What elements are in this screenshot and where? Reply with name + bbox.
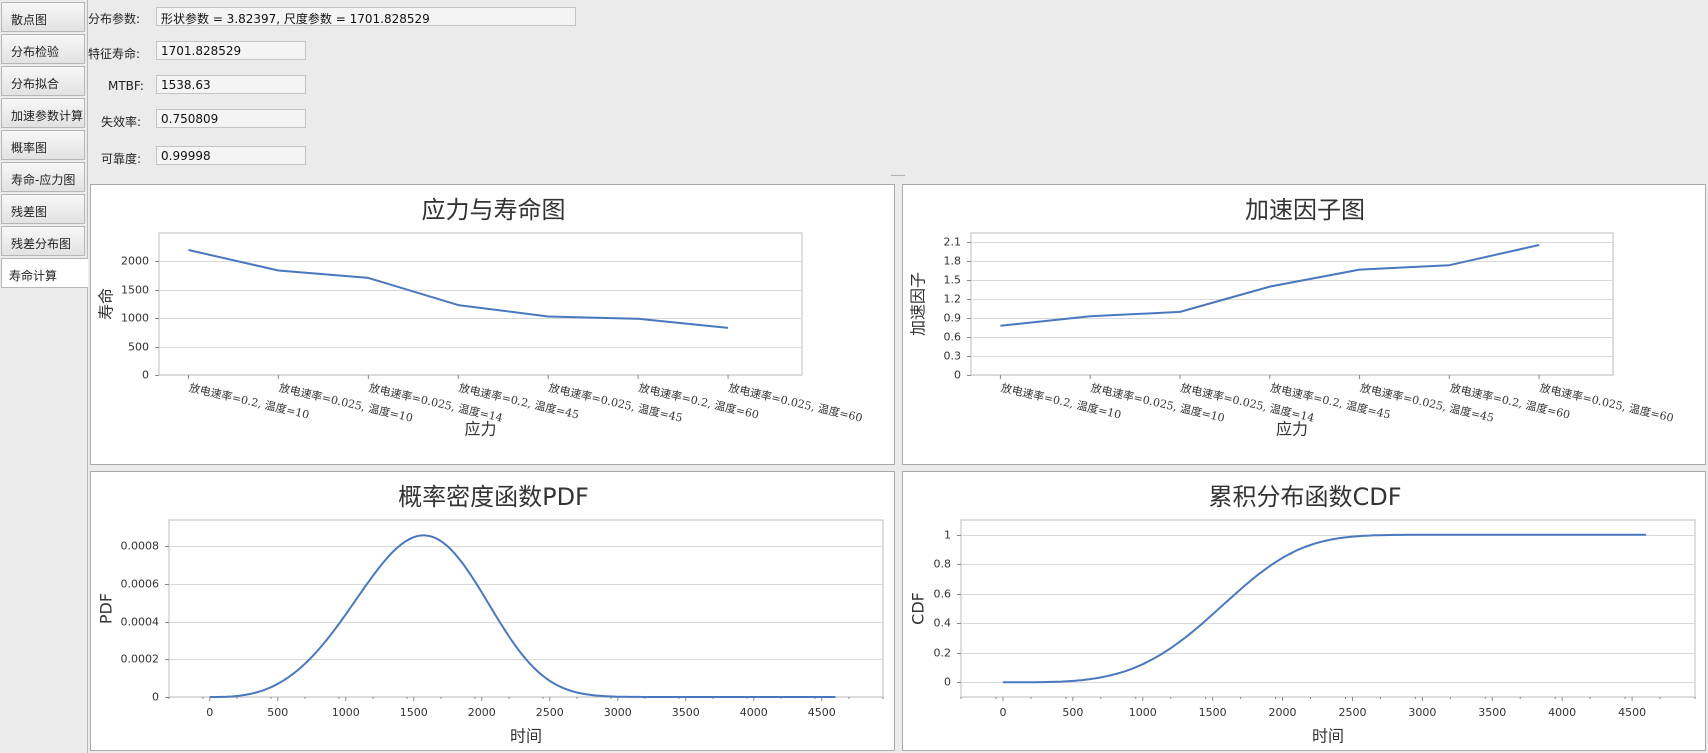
tab-life-stress-plot[interactable]: 寿命-应力图 <box>1 162 85 192</box>
x-axis-label: 时间 <box>510 727 542 746</box>
y-tick-label: 2.1 <box>944 236 962 249</box>
characteristic-life-label: 特征寿命: <box>88 47 141 61</box>
tab-residual-plot[interactable]: 残差图 <box>1 194 85 224</box>
pdf-chart: 概率密度函数PDF 0 0.0002 0.0004 0.0006 0.0008 0 500 10… <box>97 483 884 746</box>
x-tick-label: 4500 <box>808 706 836 719</box>
y-tick-label: 1 <box>944 529 951 542</box>
y-tick-label: 0.0004 <box>121 616 160 629</box>
y-tick-label: 1.2 <box>944 293 962 306</box>
x-tick-label: 1500 <box>1199 706 1227 719</box>
splitter-grip[interactable] <box>891 174 905 177</box>
y-axis-label: PDF <box>97 593 116 624</box>
x-tick-label: 1000 <box>332 706 360 719</box>
stress-life-chart-panel: 应力与寿命图 0 500 1000 1500 2000 放电速率=0.2, 温度=10 放电速… <box>90 184 895 465</box>
x-tick-label: 2000 <box>468 706 496 719</box>
distribution-params-field[interactable]: 形状参数 = 3.82397, 尺度参数 = 1701.828529 <box>156 7 576 26</box>
tab-scatter-plot[interactable]: 散点图 <box>1 2 85 32</box>
mtbf-label: MTBF: <box>108 79 144 93</box>
x-tick-label: 500 <box>1062 706 1083 719</box>
x-tick-label: 0 <box>206 706 213 719</box>
chart-title: 概率密度函数PDF <box>398 483 589 511</box>
pdf-chart-panel: 概率密度函数PDF 0 0.0002 0.0004 0.0006 0.0008 0 500 10… <box>90 471 895 751</box>
x-tick-label: 4500 <box>1618 706 1646 719</box>
x-axis-label: 时间 <box>1312 727 1344 746</box>
reliability-field[interactable]: 0.99998 <box>156 146 306 165</box>
chart-title: 加速因子图 <box>1245 196 1365 224</box>
x-tick-label: 2500 <box>1338 706 1366 719</box>
chart-title: 累积分布函数CDF <box>1208 483 1401 511</box>
x-tick-label: 3500 <box>672 706 700 719</box>
plot-area <box>168 519 884 698</box>
y-tick-label: 1000 <box>121 312 149 325</box>
series-line <box>1002 533 1647 684</box>
distribution-params-label: 分布参数: <box>88 12 141 26</box>
y-tick-label: 1.8 <box>944 255 962 268</box>
y-tick-label: 0 <box>152 691 159 704</box>
y-tick-label: 0.8 <box>934 558 952 571</box>
x-tick-label: 3000 <box>604 706 632 719</box>
chart-title: 应力与寿命图 <box>422 196 566 224</box>
series-line <box>209 534 836 698</box>
y-axis-label: 寿命 <box>97 288 116 320</box>
acceleration-factor-chart-panel: 加速因子图 0 0.3 0.6 0.9 1.2 1.5 1.8 2.1 放电速率=0.2, 温度=… <box>902 184 1706 465</box>
y-tick-label: 1500 <box>121 284 149 297</box>
y-tick-label: 1.5 <box>944 274 962 287</box>
tab-acceleration-params[interactable]: 加速参数计算 <box>1 98 85 128</box>
series-line <box>1000 244 1540 327</box>
x-tick-label: 3500 <box>1478 706 1506 719</box>
cdf-chart-panel: 累积分布函数CDF 0 0.2 0.4 0.6 0.8 1 0 500 1000 1500 2000 2… <box>902 471 1706 751</box>
tab-probability-plot[interactable]: 概率图 <box>1 130 85 160</box>
x-tick-label: 2500 <box>536 706 564 719</box>
y-tick-label: 0.4 <box>934 617 952 630</box>
x-tick-label: 4000 <box>1548 706 1576 719</box>
reliability-label: 可靠度: <box>101 152 142 166</box>
x-tick-label: 2000 <box>1269 706 1297 719</box>
y-tick-label: 0 <box>954 369 961 382</box>
y-tick-label: 0.9 <box>944 312 962 325</box>
tab-distribution-fit[interactable]: 分布拟合 <box>1 66 85 96</box>
plot-area <box>970 232 1614 376</box>
cdf-chart: 累积分布函数CDF 0 0.2 0.4 0.6 0.8 1 0 500 1000 1500 2000 2… <box>909 483 1696 746</box>
failure-rate-label: 失效率: <box>101 115 142 129</box>
y-axis-label: CDF <box>909 592 928 625</box>
x-tick-label: 0 <box>999 706 1006 719</box>
failure-rate-field[interactable]: 0.750809 <box>156 109 306 128</box>
y-tick-label: 0.6 <box>934 588 952 601</box>
y-tick-label: 0.3 <box>944 350 962 363</box>
y-axis-label: 加速因子 <box>909 272 928 336</box>
sidebar-tabs: 散点图 分布检验 分布拟合 加速参数计算 概率图 寿命-应力图 残差图 残差分布… <box>0 0 88 753</box>
y-tick-label: 0.6 <box>944 331 962 344</box>
y-tick-label: 0 <box>142 369 149 382</box>
y-tick-label: 0.0006 <box>121 578 160 591</box>
characteristic-life-field[interactable]: 1701.828529 <box>156 41 306 60</box>
x-axis-label: 应力 <box>1276 420 1308 439</box>
x-tick-label: 500 <box>267 706 288 719</box>
y-tick-label: 2000 <box>121 255 149 268</box>
y-tick-label: 0.0002 <box>121 653 160 666</box>
y-tick-label: 0.2 <box>934 647 952 660</box>
plot-area <box>158 232 803 376</box>
x-tick-label: 1000 <box>1129 706 1157 719</box>
series-line <box>188 249 729 329</box>
y-tick-label: 0.0008 <box>121 540 160 553</box>
y-tick-label: 500 <box>128 341 149 354</box>
x-axis-label: 应力 <box>464 420 496 439</box>
x-tick-label: 3000 <box>1408 706 1436 719</box>
x-tick-label: 1500 <box>400 706 428 719</box>
y-tick-label: 0 <box>944 676 951 689</box>
mtbf-field[interactable]: 1538.63 <box>156 75 306 94</box>
tab-life-calculation[interactable]: 寿命计算 <box>1 258 88 288</box>
plot-area <box>960 519 1696 698</box>
tab-distribution-test[interactable]: 分布检验 <box>1 34 85 64</box>
x-tick-label: 4000 <box>740 706 768 719</box>
tab-residual-distribution[interactable]: 残差分布图 <box>1 226 85 256</box>
